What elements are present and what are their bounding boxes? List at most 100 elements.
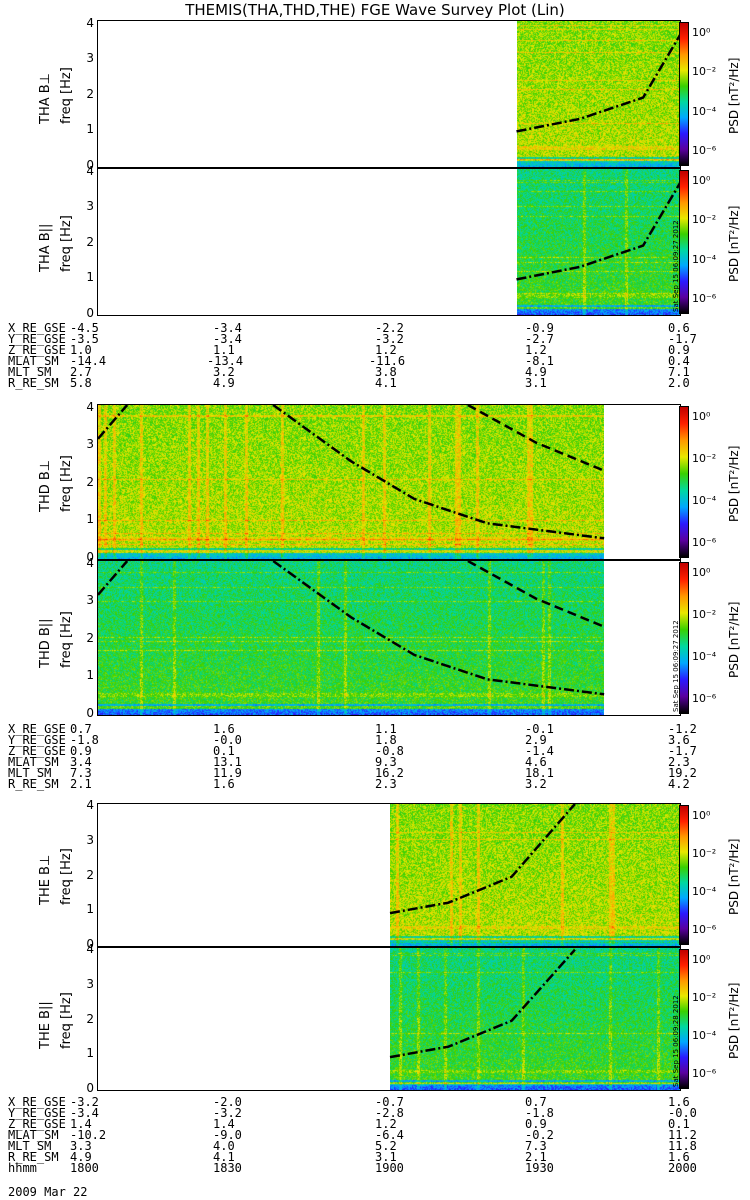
timestamp-label: Sat Sep 15 06:09:27 2012: [672, 220, 680, 312]
colorbar-title: PSD [nT²/Hz]: [727, 838, 741, 915]
colorbar-tick-label: 10⁰: [692, 566, 711, 579]
colorbar-tick-label: 10⁻⁶: [692, 692, 717, 705]
ephemeris-label: Z_RE_GSE: [8, 1117, 66, 1131]
colorbar-tick-label: 10⁰: [692, 174, 711, 187]
colorbar-title: PSD [nT²/Hz]: [727, 57, 741, 134]
ephemeris-label: MLT_SM: [8, 766, 52, 780]
curve-overlay: [389, 804, 576, 915]
ephemeris-value: 0.4: [668, 354, 690, 368]
frequency-curve: [389, 948, 576, 1059]
ephemeris-value: 1900: [375, 1161, 404, 1175]
frequency-curve: [389, 804, 576, 915]
ephemeris-value: 3.3: [70, 1139, 92, 1153]
ephemeris-value: 0.9: [525, 1117, 547, 1131]
ephemeris-row: X_RE_GSE -3.2 -2.0 -0.7 0.7 1.6: [8, 1095, 748, 1109]
date-label: 2009 Mar 22: [8, 1185, 88, 1199]
ephemeris-value: 11.2: [668, 1128, 697, 1142]
ephemeris-value: 0.6: [668, 321, 690, 335]
ephemeris-value: 2.3: [668, 755, 690, 769]
ephemeris-value: -1.4: [525, 744, 554, 758]
ephemeris-value: 1830: [213, 1161, 242, 1175]
freq-label: freq [Hz]: [59, 67, 74, 124]
ephemeris-value: 0.1: [213, 744, 235, 758]
ephemeris-value: 13.1: [213, 755, 242, 769]
ephemeris-value: -3.2: [70, 1095, 99, 1109]
plot-title: THEMIS(THA,THD,THE) FGE Wave Survey Plot…: [185, 1, 565, 19]
panel-label: THE B⊥: [38, 854, 53, 905]
ephemeris-value: -1.2: [668, 722, 697, 736]
y-axis-label: THE B⊥ freq [Hz]: [38, 848, 74, 905]
ephemeris-value: -8.1: [525, 354, 554, 368]
colorbar-title: PSD [nT²/Hz]: [727, 601, 741, 678]
ephemeris-value: 1.6: [213, 722, 235, 736]
colorbar-tick-label: 10⁻²: [692, 65, 717, 79]
ephemeris-row: Y_RE_GSE -3.4 -3.2 -2.8 -1.8 -0.0: [8, 1106, 748, 1120]
ephemeris-value: -1.7: [668, 744, 697, 758]
ephemeris-row: Z_RE_GSE 0.9 0.1 -0.8 -1.4 -1.7: [8, 744, 748, 758]
colorbar-tick-label: 10⁻⁶: [692, 923, 717, 936]
panel-label: THD B⊥: [38, 459, 53, 512]
ephemeris-value: 4.9: [213, 376, 235, 390]
ephemeris-value: -3.2: [213, 1106, 242, 1120]
ephemeris-value: -1.7: [668, 332, 697, 346]
panel-label: THA B||: [38, 223, 53, 272]
colorbar: [679, 406, 689, 558]
ephemeris-value: 7.3: [525, 1139, 547, 1153]
colorbar-tick-label: 10⁰: [692, 26, 711, 39]
timestamp-label: Sat Sep 15 06:09:28 2012: [672, 995, 680, 1087]
colorbar-tick-label: 10⁰: [692, 809, 711, 822]
frequency-curve: [98, 561, 129, 596]
ephemeris-value: 1.2: [375, 343, 397, 357]
y-axis-label: THA B|| freq [Hz]: [38, 215, 74, 272]
frequency-curve: [272, 405, 605, 540]
ephemeris-value: 0.1: [668, 1117, 690, 1131]
colorbar-tick-label: 10⁰: [692, 410, 711, 423]
ephemeris-label: MLAT_SM: [8, 354, 59, 368]
ephemeris-value: 2.3: [375, 777, 397, 791]
ephemeris-value: -6.4: [375, 1128, 404, 1142]
colorbar: [679, 170, 689, 314]
ephemeris-label: X_RE_GSE: [8, 321, 66, 335]
y-tick-label: 2: [86, 1011, 94, 1026]
ephemeris-value: 4.0: [213, 1139, 235, 1153]
colorbar-tick-label: 10⁻⁶: [692, 1067, 717, 1080]
ephemeris-value: 1.4: [70, 1117, 92, 1131]
ephemeris-value: 1.1: [375, 722, 397, 736]
ephemeris-value: 4.1: [375, 376, 397, 390]
ephemeris-value: -2.2: [375, 321, 404, 335]
ephemeris-value: 0.7: [525, 1095, 547, 1109]
ephemeris-row: MLAT_SM -14.4 -13.4 -11.6 -8.1 0.4: [8, 354, 748, 368]
colorbar-tick-label: 10⁰: [692, 953, 711, 966]
ephemeris-row: MLT_SM 2.7 3.2 3.8 4.9 7.1: [8, 365, 748, 379]
ephemeris-value: -0.0: [668, 1106, 697, 1120]
ephemeris-value: -0.1: [525, 722, 554, 736]
y-tick-label: 4: [86, 798, 94, 813]
ephemeris-label: hhmm: [8, 1161, 37, 1175]
ephemeris-value: 4.1: [213, 1150, 235, 1164]
curve-overlay: [516, 32, 680, 133]
ephemeris-value: 5.2: [375, 1139, 397, 1153]
ephemeris-value: 3.2: [213, 365, 235, 379]
ephemeris-value: -13.4: [207, 354, 244, 368]
freq-label: freq [Hz]: [59, 215, 74, 272]
ephemeris-value: 1.0: [70, 343, 92, 357]
y-tick-label: 0: [86, 306, 94, 320]
y-tick-label: 4: [86, 399, 94, 414]
y-tick-label: 3: [86, 833, 94, 848]
y-tick-label: 1: [86, 668, 94, 683]
y-tick-label: 4: [86, 15, 94, 30]
freq-label: freq [Hz]: [59, 455, 74, 512]
ephemeris-value: -3.2: [375, 332, 404, 346]
ephemeris-value: -2.7: [525, 332, 554, 346]
ephemeris-table: X_RE_GSE -4.5 -3.4 -2.2 -0.9 0.6 Y_RE_GSE -3.5 -…: [8, 321, 748, 390]
ephemeris-value: -3.4: [213, 332, 242, 346]
spectrogram-panel: [97, 404, 681, 560]
ephemeris-value: 4.9: [525, 365, 547, 379]
frequency-curve: [272, 561, 605, 696]
ephemeris-value: -9.0: [213, 1128, 242, 1142]
ephemeris-value: -11.6: [369, 354, 406, 368]
spectrogram-panel: [97, 803, 681, 947]
colorbar-tick-label: 10⁻²: [692, 608, 717, 621]
y-tick-label: 3: [86, 593, 94, 608]
timestamp-label: Sat Sep 15 06:09:27 2012: [672, 620, 680, 712]
